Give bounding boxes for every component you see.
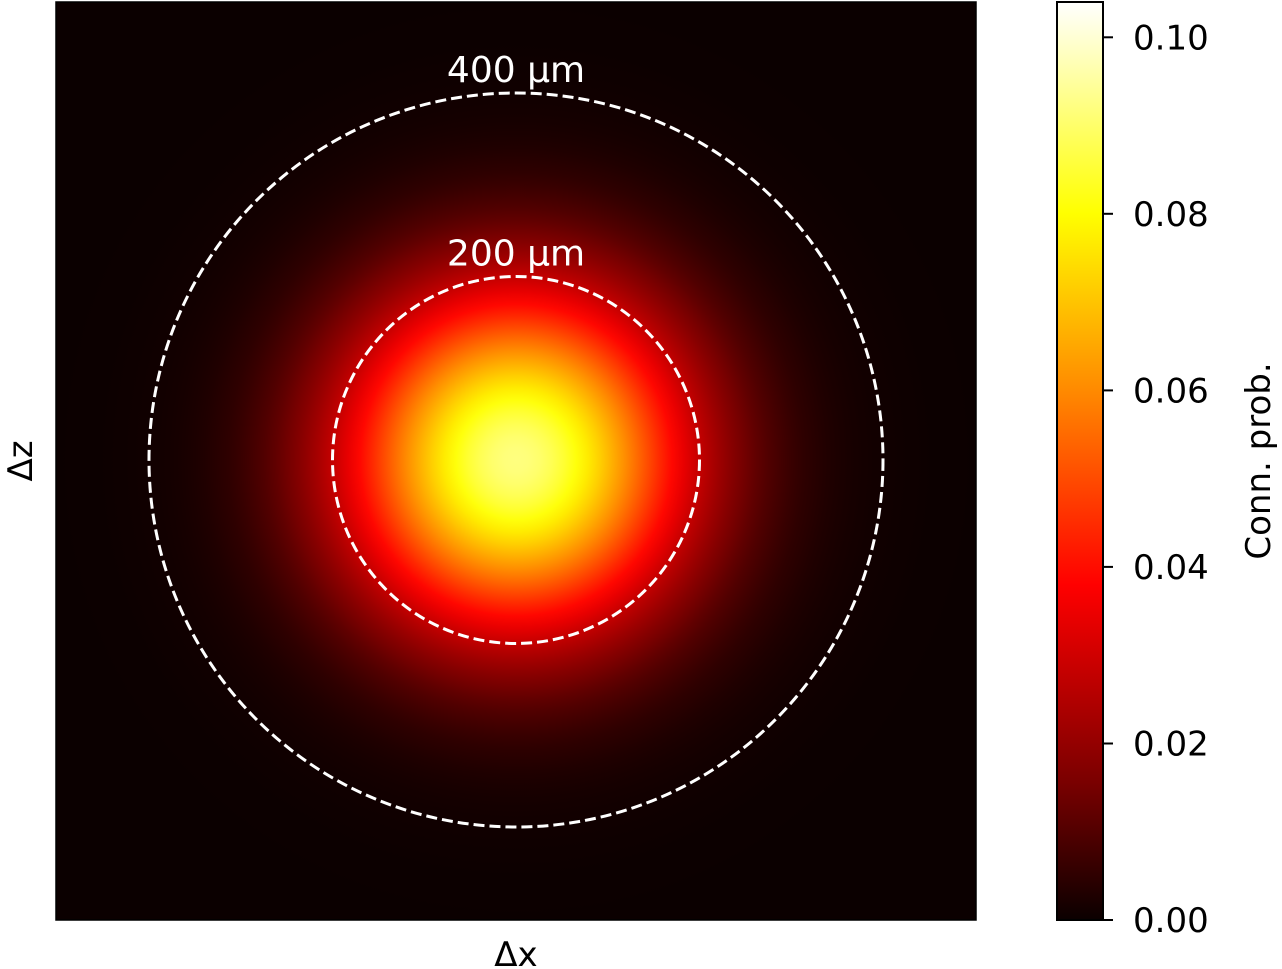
colorbar-ticks: 0.00 0.02 0.04 0.06 0.08 0.10 — [1103, 18, 1209, 941]
colorbar-label: Conn. prob. — [1239, 362, 1279, 559]
plot-frame — [55, 1, 977, 921]
colorbar-frame — [1056, 1, 1104, 921]
colorbar-tick-label: 0.10 — [1133, 18, 1209, 58]
heatmap-image — [56, 2, 976, 920]
heatmap-panel: 200 μm 400 μm — [55, 1, 977, 921]
reference-circle-labels: 200 μm 400 μm — [447, 50, 585, 275]
colorbar-tick-label: 0.06 — [1133, 371, 1209, 411]
x-axis-label: Δx — [494, 935, 537, 969]
reference-circle-400um — [147, 91, 885, 829]
colorbar: 0.00 0.02 0.04 0.06 0.08 0.10 Conn. prob. — [1056, 1, 1279, 941]
reference-circle-label-400um: 400 μm — [447, 50, 585, 91]
colorbar-tick-label: 0.02 — [1133, 725, 1209, 765]
colorbar-tick-label: 0.00 — [1133, 901, 1209, 941]
reference-circle-label-200um: 200 μm — [447, 234, 585, 275]
reference-circles — [147, 91, 885, 829]
colorbar-tick-label: 0.04 — [1133, 548, 1209, 588]
colorbar-gradient — [1057, 2, 1103, 920]
reference-circle-200um — [331, 275, 701, 645]
y-axis-label: Δz — [1, 440, 41, 481]
colorbar-tick-label: 0.08 — [1133, 195, 1209, 235]
